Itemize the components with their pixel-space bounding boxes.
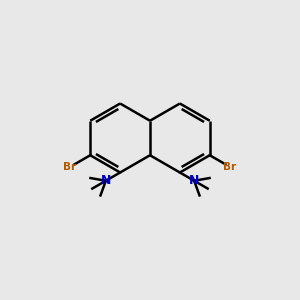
- Text: Br: Br: [224, 162, 237, 172]
- Text: N: N: [189, 174, 200, 187]
- Text: Br: Br: [63, 162, 76, 172]
- Text: N: N: [100, 174, 111, 187]
